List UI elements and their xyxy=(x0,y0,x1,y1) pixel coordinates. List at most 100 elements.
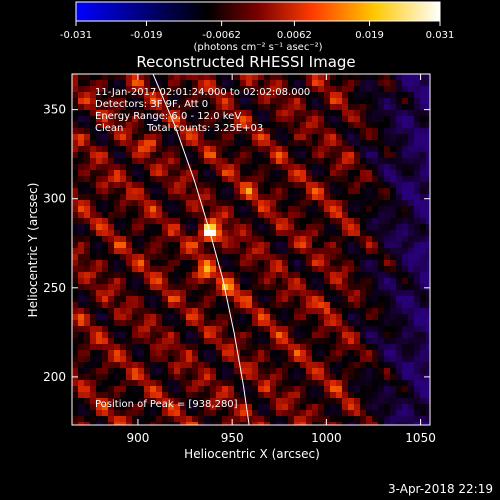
heatmap-cell xyxy=(258,206,264,212)
heatmap-cell xyxy=(198,74,204,80)
heatmap-cell xyxy=(342,92,348,98)
heatmap-cell xyxy=(306,272,312,278)
heatmap-cell xyxy=(222,338,228,344)
heatmap-cell xyxy=(294,266,300,272)
heatmap-cell xyxy=(216,338,222,344)
heatmap-cell xyxy=(414,416,420,422)
heatmap-cell xyxy=(318,110,324,116)
heatmap-cell xyxy=(306,146,312,152)
heatmap-cell xyxy=(90,98,96,104)
heatmap-cell xyxy=(294,182,300,188)
heatmap-cell xyxy=(336,104,342,110)
heatmap-cell xyxy=(150,122,156,128)
heatmap-cell xyxy=(294,176,300,182)
heatmap-cell xyxy=(138,374,144,380)
heatmap-cell xyxy=(402,92,408,98)
heatmap-cell xyxy=(306,224,312,230)
heatmap-cell xyxy=(246,164,252,170)
heatmap-cell xyxy=(300,266,306,272)
heatmap-cell xyxy=(120,176,126,182)
heatmap-cell xyxy=(234,332,240,338)
heatmap-cell xyxy=(276,278,282,284)
heatmap-cell xyxy=(84,320,90,326)
heatmap-cell xyxy=(294,146,300,152)
heatmap-cell xyxy=(150,314,156,320)
heatmap-cell xyxy=(138,200,144,206)
heatmap-cell xyxy=(228,158,234,164)
heatmap-cell xyxy=(234,92,240,98)
heatmap-cell xyxy=(402,398,408,404)
heatmap-cell xyxy=(366,332,372,338)
heatmap-cell xyxy=(270,104,276,110)
heatmap-cell xyxy=(288,86,294,92)
heatmap-cell xyxy=(240,152,246,158)
heatmap-cell xyxy=(144,326,150,332)
heatmap-cell xyxy=(222,362,228,368)
heatmap-cell xyxy=(246,350,252,356)
heatmap-cell xyxy=(312,176,318,182)
heatmap-cell xyxy=(372,158,378,164)
heatmap-cell xyxy=(246,278,252,284)
heatmap-cell xyxy=(402,134,408,140)
heatmap-cell xyxy=(144,260,150,266)
heatmap-cell xyxy=(354,80,360,86)
heatmap-cell xyxy=(198,320,204,326)
heatmap-cell xyxy=(348,98,354,104)
heatmap-cell xyxy=(84,386,90,392)
heatmap-cell xyxy=(324,224,330,230)
heatmap-cell xyxy=(408,362,414,368)
heatmap-cell xyxy=(120,134,126,140)
heatmap-cell xyxy=(126,134,132,140)
heatmap-cell xyxy=(240,398,246,404)
heatmap-cell xyxy=(252,266,258,272)
heatmap-cell xyxy=(348,116,354,122)
heatmap-cell xyxy=(228,152,234,158)
heatmap-cell xyxy=(186,80,192,86)
heatmap-cell xyxy=(282,368,288,374)
heatmap-cell xyxy=(132,218,138,224)
heatmap-cell xyxy=(378,350,384,356)
heatmap-cell xyxy=(258,146,264,152)
heatmap-cell xyxy=(252,422,258,425)
heatmap-cell xyxy=(426,404,430,410)
heatmap-cell xyxy=(108,410,114,416)
heatmap-cell xyxy=(300,206,306,212)
heatmap-cell xyxy=(162,158,168,164)
heatmap-cell xyxy=(420,368,426,374)
heatmap-cell xyxy=(186,344,192,350)
heatmap-cell xyxy=(288,176,294,182)
heatmap-cell xyxy=(222,320,228,326)
heatmap-cell xyxy=(198,188,204,194)
heatmap-cell xyxy=(78,422,84,425)
heatmap-cell xyxy=(318,386,324,392)
heatmap-cell xyxy=(378,284,384,290)
heatmap-cell xyxy=(348,314,354,320)
heatmap-cell xyxy=(360,248,366,254)
heatmap-cell xyxy=(210,284,216,290)
heatmap-cell xyxy=(162,386,168,392)
heatmap-cell xyxy=(348,332,354,338)
heatmap-cell xyxy=(426,338,430,344)
heatmap-cell xyxy=(126,224,132,230)
heatmap-cell xyxy=(234,212,240,218)
heatmap-cell xyxy=(264,320,270,326)
heatmap-cell xyxy=(264,338,270,344)
heatmap-cell xyxy=(198,122,204,128)
heatmap-cell xyxy=(300,128,306,134)
heatmap-cell xyxy=(96,326,102,332)
heatmap-cell xyxy=(414,80,420,86)
heatmap-cell xyxy=(396,332,402,338)
heatmap-cell xyxy=(144,386,150,392)
heatmap-cell xyxy=(150,170,156,176)
heatmap-cell xyxy=(258,188,264,194)
heatmap-cell xyxy=(384,392,390,398)
heatmap-cell xyxy=(72,266,78,272)
heatmap-cell xyxy=(330,362,336,368)
heatmap-cell xyxy=(414,230,420,236)
heatmap-cell xyxy=(234,74,240,80)
heatmap-cell xyxy=(324,74,330,80)
heatmap-cell xyxy=(162,374,168,380)
heatmap-cell xyxy=(306,122,312,128)
heatmap-cell xyxy=(192,176,198,182)
heatmap-cell xyxy=(360,254,366,260)
